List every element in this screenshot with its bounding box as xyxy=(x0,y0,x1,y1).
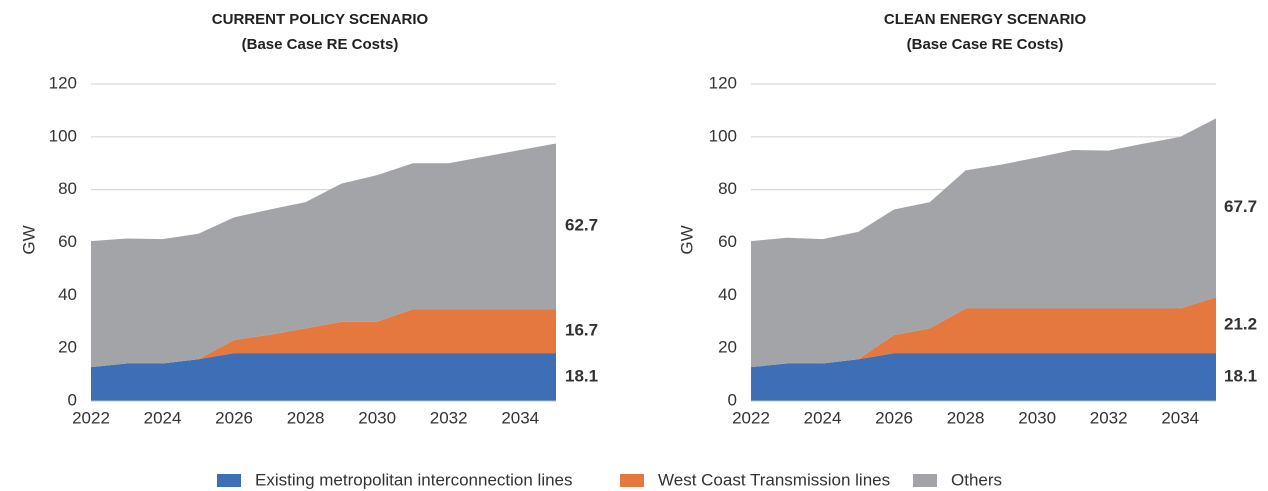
y-tick-label: 100 xyxy=(709,126,737,145)
area xyxy=(751,297,1216,368)
y-tick-label: 40 xyxy=(58,285,77,304)
end-value-label: 18.1 xyxy=(1224,367,1257,386)
y-tick-label: 100 xyxy=(49,126,77,145)
end-value-label: 62.7 xyxy=(565,216,598,235)
y-tick-label: 0 xyxy=(68,390,77,409)
area xyxy=(751,353,1216,401)
x-tick-label: 2030 xyxy=(1018,408,1056,427)
x-tick-label: 2024 xyxy=(144,408,182,427)
y-axis-label: GW xyxy=(677,225,696,254)
end-value-label: 21.2 xyxy=(1224,315,1257,334)
x-tick-label: 2028 xyxy=(287,408,325,427)
x-tick-label: 2034 xyxy=(501,408,539,427)
area xyxy=(91,143,556,368)
x-tick-label: 2022 xyxy=(732,408,770,427)
legend-swatch xyxy=(217,474,241,487)
x-tick-label: 2032 xyxy=(1090,408,1128,427)
y-tick-label: 20 xyxy=(58,338,77,357)
x-tick-label: 2030 xyxy=(358,408,396,427)
legend-swatch xyxy=(620,474,644,487)
area xyxy=(91,309,556,368)
y-tick-label: 0 xyxy=(728,390,737,409)
legend-swatch xyxy=(913,474,937,487)
y-tick-label: 120 xyxy=(709,73,737,92)
y-tick-label: 80 xyxy=(58,179,77,198)
x-tick-label: 2022 xyxy=(72,408,110,427)
y-tick-label: 80 xyxy=(718,179,737,198)
x-tick-label: 2032 xyxy=(430,408,468,427)
chart-title: CLEAN ENERGY SCENARIO xyxy=(884,11,1087,28)
legend-label: Others xyxy=(951,470,1002,489)
x-tick-label: 2024 xyxy=(804,408,842,427)
area xyxy=(91,353,556,401)
y-tick-label: 120 xyxy=(49,73,77,92)
legend-label: West Coast Transmission lines xyxy=(658,470,890,489)
y-tick-label: 60 xyxy=(718,232,737,251)
y-axis-label: GW xyxy=(19,225,38,254)
x-tick-label: 2026 xyxy=(215,408,253,427)
chart-title: CURRENT POLICY SCENARIO xyxy=(212,11,429,28)
y-tick-label: 20 xyxy=(718,338,737,357)
x-tick-label: 2034 xyxy=(1161,408,1199,427)
chart-subtitle: (Base Case RE Costs) xyxy=(907,36,1064,53)
end-value-label: 67.7 xyxy=(1224,197,1257,216)
x-tick-label: 2028 xyxy=(947,408,985,427)
x-tick-label: 2026 xyxy=(875,408,913,427)
end-value-label: 18.1 xyxy=(565,367,598,386)
area xyxy=(751,118,1216,368)
legend-label: Existing metropolitan interconnection li… xyxy=(255,470,573,489)
y-tick-label: 40 xyxy=(718,285,737,304)
chart-subtitle: (Base Case RE Costs) xyxy=(242,36,399,53)
y-tick-label: 60 xyxy=(58,232,77,251)
end-value-label: 16.7 xyxy=(565,321,598,340)
